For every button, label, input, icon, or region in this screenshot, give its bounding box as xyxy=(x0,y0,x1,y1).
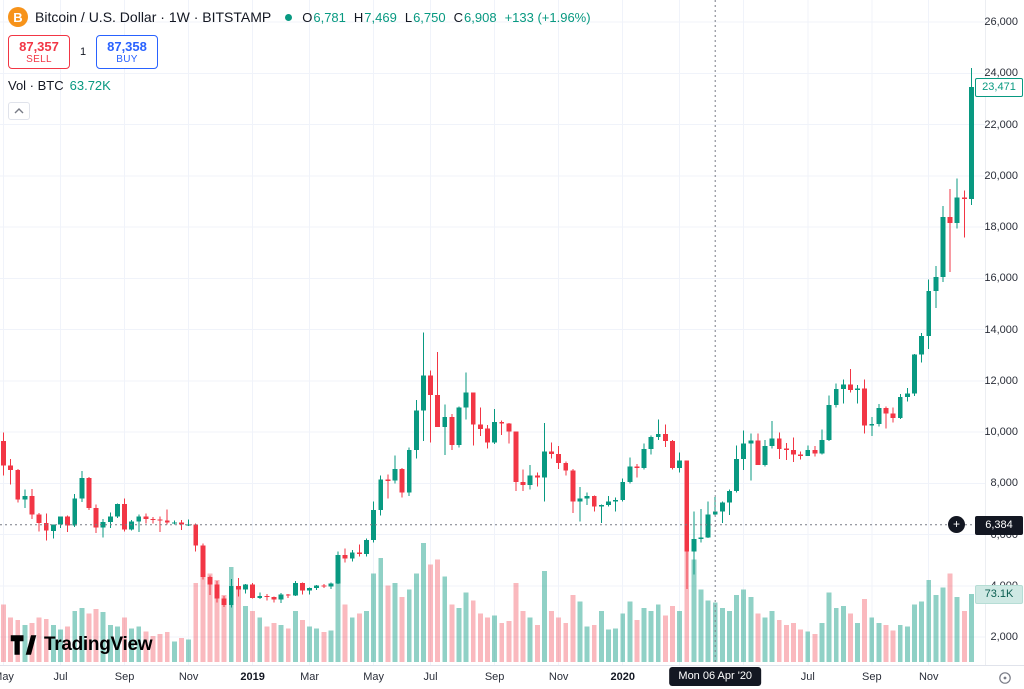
buy-button[interactable]: 87,358 BUY xyxy=(96,35,158,69)
price-axis-label: 2,000 xyxy=(990,631,1018,644)
price-axis-label: 24,000 xyxy=(984,67,1018,80)
price-axis-label: 10,000 xyxy=(984,426,1018,439)
tradingview-logo[interactable]: TradingView xyxy=(10,634,153,656)
volume-badge: 73.1K xyxy=(975,585,1023,605)
time-axis-month-label: May xyxy=(363,671,385,683)
price-axis-label: 14,000 xyxy=(984,323,1018,336)
spread-value: 1 xyxy=(79,46,87,58)
change-value: +133 (+1.96%) xyxy=(504,9,591,25)
axis-corner xyxy=(985,665,1024,689)
time-axis-month-label: Nov xyxy=(548,671,569,683)
buy-sell-widget: 87,357 SELL 1 87,358 BUY xyxy=(8,35,591,69)
price-axis[interactable]: 2,0004,0006,0008,00010,00012,00014,00016… xyxy=(984,0,1024,665)
market-status-dot[interactable] xyxy=(285,13,293,21)
buy-price: 87,358 xyxy=(107,38,147,54)
time-axis-month-label: Jul xyxy=(53,671,68,683)
add-alert-plus-icon[interactable]: + xyxy=(948,516,965,534)
symbol-legend-row: B Bitcoin / U.S. Dollar · 1W · BITSTAMP … xyxy=(8,6,591,28)
price-axis-label: 18,000 xyxy=(984,221,1018,234)
time-axis-year-label: 2020 xyxy=(610,671,635,683)
crosshair-time-badge: Mon 06 Apr '20 xyxy=(669,667,762,686)
price-axis-label: 12,000 xyxy=(984,374,1018,387)
time-axis-month-label: Jul xyxy=(423,671,438,683)
legend: B Bitcoin / U.S. Dollar · 1W · BITSTAMP … xyxy=(8,6,591,120)
price-axis-label: 26,000 xyxy=(984,15,1018,28)
clock-icon[interactable] xyxy=(998,671,1012,685)
chevron-up-icon xyxy=(14,108,24,114)
price-axis-label: 16,000 xyxy=(984,272,1018,285)
sell-price: 87,357 xyxy=(19,38,59,54)
price-axis-label: 8,000 xyxy=(990,477,1018,490)
time-axis-month-label: Mar xyxy=(300,671,320,683)
tradingview-logo-icon xyxy=(10,635,37,655)
time-axis-month-label: Sep xyxy=(114,671,135,683)
sell-label: SELL xyxy=(26,53,52,65)
time-axis-month-label: Nov xyxy=(178,671,199,683)
price-axis-label: 20,000 xyxy=(984,169,1018,182)
sell-button[interactable]: 87,357 SELL xyxy=(8,35,70,69)
buy-label: BUY xyxy=(116,53,138,65)
collapse-legend-button[interactable] xyxy=(8,102,30,120)
chart-svg[interactable] xyxy=(0,0,985,665)
volume-legend: Vol · BTC 63.72K xyxy=(8,78,591,93)
price-axis-label: 22,000 xyxy=(984,118,1018,131)
time-axis-month-label: Sep xyxy=(862,671,882,683)
time-axis-month-label: Nov xyxy=(918,671,939,683)
time-axis-year-label: 2019 xyxy=(240,671,265,683)
time-axis[interactable]: MayJulSepNov2019MarMayJulSepNov2020MarMa… xyxy=(0,665,985,689)
last-price-badge: 23,471 xyxy=(975,77,1023,97)
bitcoin-icon: B xyxy=(8,7,28,27)
volume-value: 63.72K xyxy=(69,78,111,93)
ohlc-low: L 6,750 xyxy=(404,9,446,25)
tradingview-wordmark: TradingView xyxy=(44,634,153,655)
symbol-title[interactable]: Bitcoin / U.S. Dollar · 1W · BITSTAMP xyxy=(35,9,272,25)
time-axis-month-label: Jul xyxy=(800,671,815,683)
time-axis-month-label: Sep xyxy=(484,671,505,683)
ohlc-close: C 6,908 xyxy=(453,9,497,25)
ohlc-high: H 7,469 xyxy=(353,9,397,25)
crosshair-price-badge: 6,384 xyxy=(975,515,1023,535)
time-axis-month-label: May xyxy=(0,671,14,683)
volume-label: Vol · BTC xyxy=(8,78,64,93)
ohlc-values: O 6,781 H 7,469 L 6,750 C 6,908 +133 (+1.96%… xyxy=(302,10,590,25)
chart-area[interactable] xyxy=(0,0,985,665)
ohlc-open: O 6,781 xyxy=(302,9,346,25)
